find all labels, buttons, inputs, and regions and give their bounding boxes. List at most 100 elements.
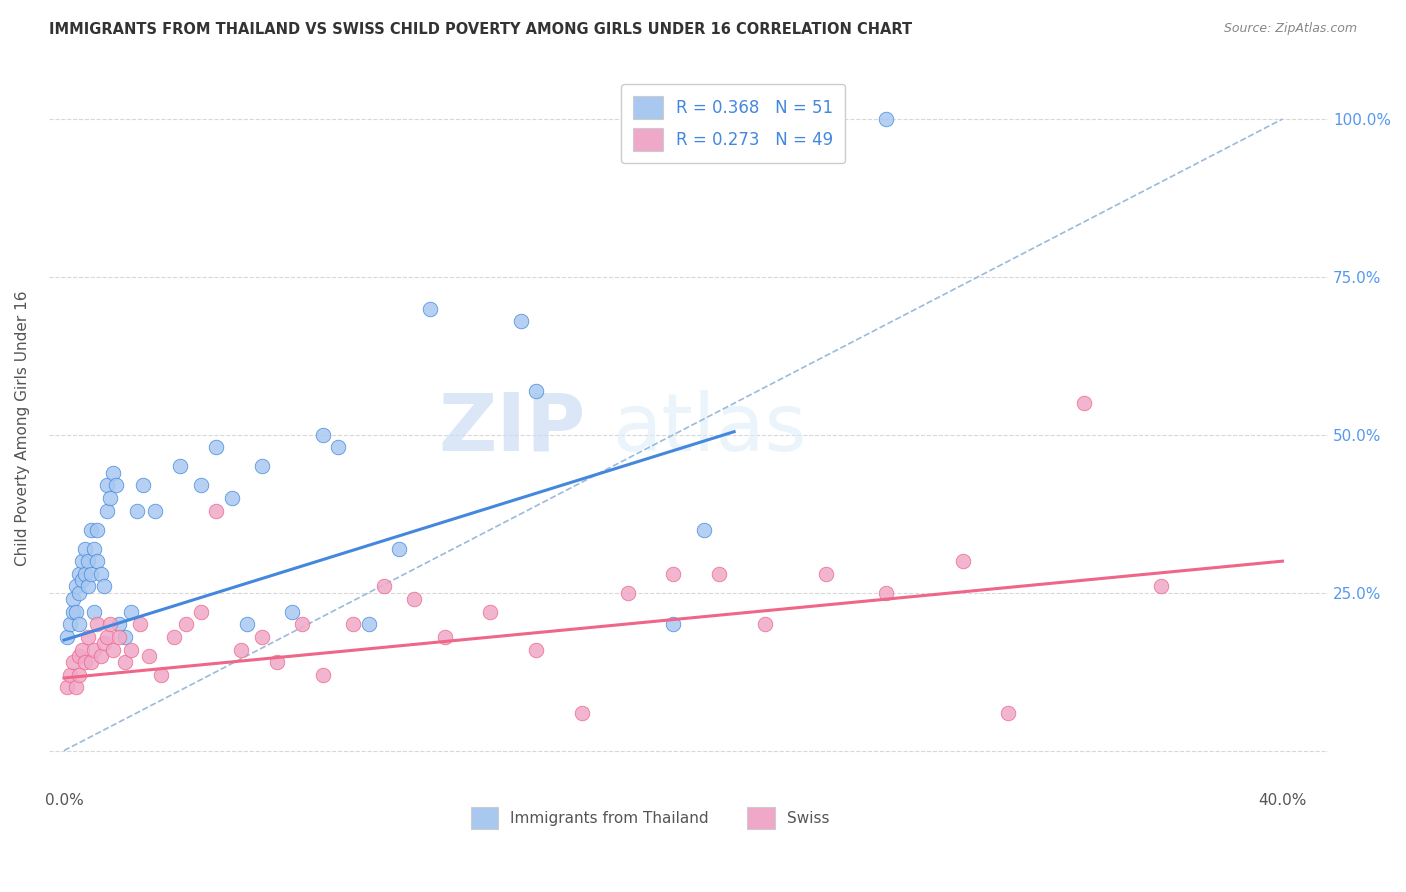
Point bbox=[662, 566, 685, 581]
Point bbox=[62, 655, 84, 669]
Point bbox=[120, 605, 142, 619]
Point bbox=[62, 592, 84, 607]
Point bbox=[72, 573, 94, 587]
Y-axis label: Child Poverty Among Girls Under 16: Child Poverty Among Girls Under 16 bbox=[15, 291, 30, 566]
Point bbox=[250, 630, 273, 644]
Point bbox=[163, 630, 186, 644]
Point bbox=[108, 617, 131, 632]
Point bbox=[312, 668, 335, 682]
Point bbox=[98, 617, 121, 632]
Point bbox=[56, 630, 79, 644]
Point bbox=[98, 491, 121, 505]
Point bbox=[67, 617, 90, 632]
Text: ZIP: ZIP bbox=[439, 390, 586, 467]
Point bbox=[1149, 579, 1171, 593]
Point bbox=[67, 668, 90, 682]
Point bbox=[952, 554, 974, 568]
Point bbox=[312, 427, 335, 442]
Point bbox=[662, 617, 685, 632]
Point bbox=[59, 617, 82, 632]
Point bbox=[342, 617, 364, 632]
Point bbox=[169, 459, 191, 474]
Point bbox=[138, 648, 160, 663]
Point bbox=[509, 314, 531, 328]
Point bbox=[571, 706, 593, 720]
Point bbox=[101, 642, 124, 657]
Point bbox=[266, 655, 288, 669]
Point bbox=[479, 605, 502, 619]
Point bbox=[114, 630, 136, 644]
Point bbox=[72, 642, 94, 657]
Point bbox=[80, 655, 103, 669]
Point bbox=[205, 503, 228, 517]
Point bbox=[221, 491, 243, 505]
Point bbox=[357, 617, 380, 632]
Point bbox=[56, 681, 79, 695]
Point bbox=[80, 523, 103, 537]
Point bbox=[101, 466, 124, 480]
Point bbox=[83, 541, 105, 556]
Point bbox=[190, 605, 212, 619]
Point bbox=[96, 503, 118, 517]
Point bbox=[373, 579, 395, 593]
Point bbox=[93, 636, 115, 650]
Point bbox=[86, 554, 108, 568]
Point bbox=[250, 459, 273, 474]
Point bbox=[875, 586, 897, 600]
Point bbox=[150, 668, 173, 682]
Point bbox=[388, 541, 411, 556]
Point bbox=[616, 586, 638, 600]
Point bbox=[326, 441, 349, 455]
Point bbox=[120, 642, 142, 657]
Point bbox=[174, 617, 197, 632]
Point bbox=[75, 566, 97, 581]
Text: atlas: atlas bbox=[612, 390, 806, 467]
Point bbox=[86, 617, 108, 632]
Point bbox=[96, 478, 118, 492]
Point bbox=[65, 605, 87, 619]
Point bbox=[145, 503, 167, 517]
Point bbox=[754, 617, 776, 632]
Point bbox=[72, 554, 94, 568]
Point bbox=[59, 668, 82, 682]
Point bbox=[418, 301, 440, 316]
Point bbox=[67, 586, 90, 600]
Point bbox=[404, 592, 426, 607]
Point bbox=[93, 579, 115, 593]
Point bbox=[114, 655, 136, 669]
Point bbox=[62, 605, 84, 619]
Point bbox=[67, 648, 90, 663]
Point bbox=[1073, 396, 1095, 410]
Point bbox=[67, 566, 90, 581]
Point bbox=[75, 655, 97, 669]
Point bbox=[814, 566, 837, 581]
Point bbox=[77, 630, 100, 644]
Point bbox=[104, 478, 127, 492]
Point bbox=[65, 579, 87, 593]
Point bbox=[281, 605, 304, 619]
Text: Source: ZipAtlas.com: Source: ZipAtlas.com bbox=[1223, 22, 1357, 36]
Point bbox=[433, 630, 456, 644]
Point bbox=[75, 541, 97, 556]
Point bbox=[90, 566, 112, 581]
Point bbox=[692, 523, 714, 537]
Point bbox=[90, 648, 112, 663]
Point bbox=[229, 642, 252, 657]
Point bbox=[80, 566, 103, 581]
Point bbox=[96, 630, 118, 644]
Legend: Immigrants from Thailand, Swiss: Immigrants from Thailand, Swiss bbox=[464, 801, 835, 835]
Point bbox=[83, 642, 105, 657]
Point bbox=[524, 384, 547, 398]
Point bbox=[65, 681, 87, 695]
Point bbox=[108, 630, 131, 644]
Point bbox=[132, 478, 155, 492]
Text: IMMIGRANTS FROM THAILAND VS SWISS CHILD POVERTY AMONG GIRLS UNDER 16 CORRELATION: IMMIGRANTS FROM THAILAND VS SWISS CHILD … bbox=[49, 22, 912, 37]
Point bbox=[127, 503, 149, 517]
Point bbox=[524, 642, 547, 657]
Point bbox=[875, 112, 897, 126]
Point bbox=[129, 617, 152, 632]
Point bbox=[997, 706, 1019, 720]
Point bbox=[86, 523, 108, 537]
Point bbox=[235, 617, 257, 632]
Point bbox=[77, 554, 100, 568]
